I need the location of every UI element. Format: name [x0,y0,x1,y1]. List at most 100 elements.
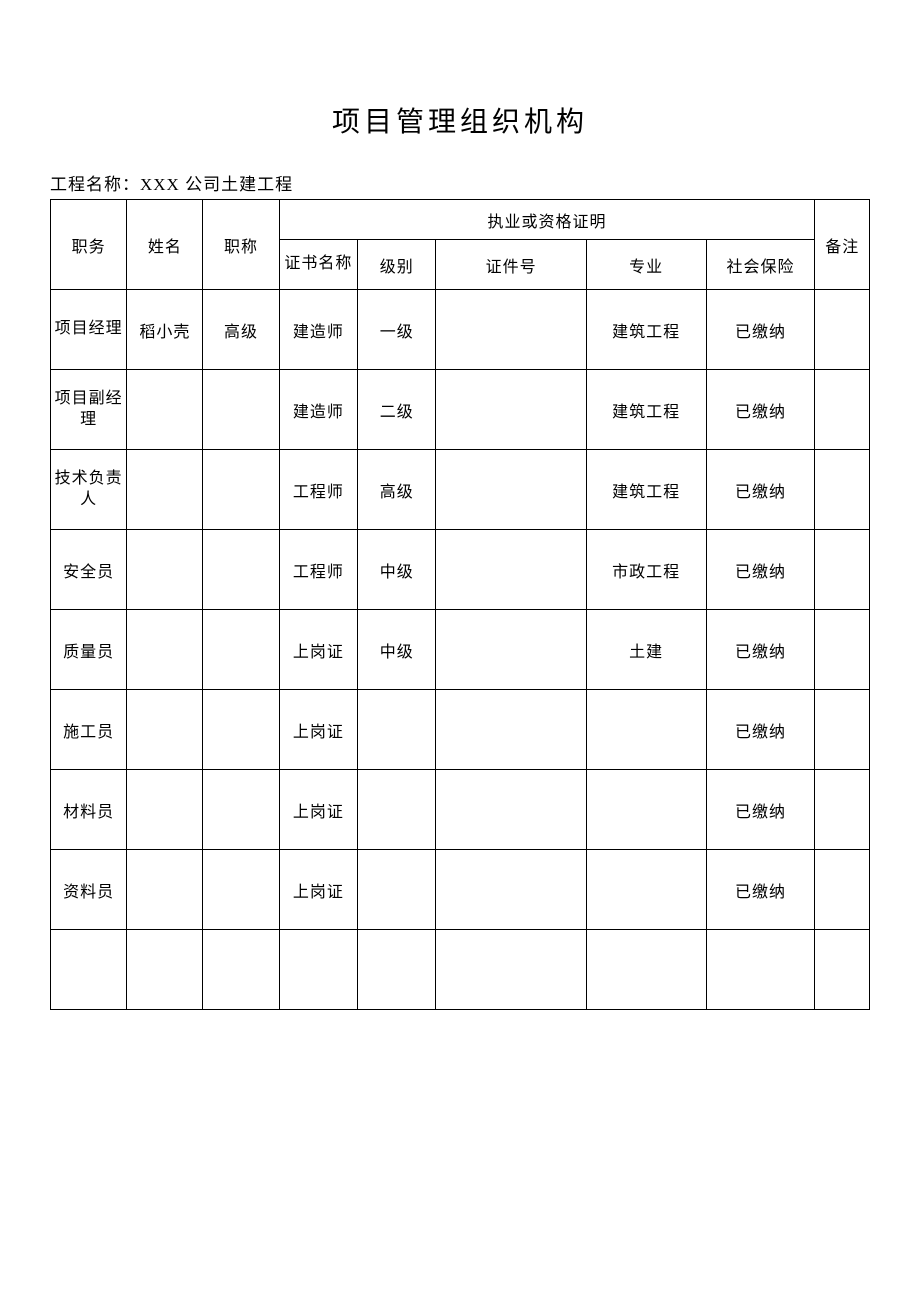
header-insurance: 社会保险 [706,240,815,290]
cell-cert-no [436,850,586,930]
cell-level: 中级 [358,530,436,610]
header-title: 职称 [203,200,279,290]
cell-major: 建筑工程 [586,290,706,370]
cell-remark [815,290,870,370]
cell-position: 项目副经理 [51,370,127,450]
cell-cert-name: 上岗证 [279,770,357,850]
cell-remark [815,690,870,770]
table-row: 资料员 上岗证 已缴纳 [51,850,870,930]
cell-cert-no [436,610,586,690]
cell-title [203,770,279,850]
cell-position: 施工员 [51,690,127,770]
header-remark: 备注 [815,200,870,290]
cell-level: 中级 [358,610,436,690]
cell-name [127,530,203,610]
cell-position: 资料员 [51,850,127,930]
cell-insurance: 已缴纳 [706,450,815,530]
cell-title [203,370,279,450]
cell-cert-no [436,290,586,370]
header-name: 姓名 [127,200,203,290]
cell-level: 一级 [358,290,436,370]
cell-position: 质量员 [51,610,127,690]
cell-name [127,770,203,850]
cell-remark [815,770,870,850]
cell-cert-name: 上岗证 [279,850,357,930]
cell-name [127,610,203,690]
cell-remark [815,530,870,610]
cell-level [358,850,436,930]
cell-remark [815,850,870,930]
cell-cert-name: 建造师 [279,370,357,450]
cell-insurance: 已缴纳 [706,290,815,370]
cell-major [586,930,706,1010]
cell-name [127,850,203,930]
cell-remark [815,930,870,1010]
table-row: 材料员 上岗证 已缴纳 [51,770,870,850]
cell-major [586,850,706,930]
cell-title [203,930,279,1010]
cell-cert-no [436,370,586,450]
organization-table: 职务 姓名 职称 执业或资格证明 备注 证书名称 级别 证件号 专业 社会保险 … [50,199,870,1010]
cell-cert-no [436,450,586,530]
cell-title [203,450,279,530]
cell-title [203,530,279,610]
cell-major: 建筑工程 [586,370,706,450]
cell-major [586,770,706,850]
table-row [51,930,870,1010]
project-name-label: 工程名称：XXX 公司土建工程 [50,170,870,195]
cell-position: 材料员 [51,770,127,850]
cell-title [203,690,279,770]
cell-name [127,930,203,1010]
cell-insurance: 已缴纳 [706,610,815,690]
cell-name [127,370,203,450]
document-title: 项目管理组织机构 [50,100,870,140]
header-position: 职务 [51,200,127,290]
table-row: 安全员 工程师 中级 市政工程 已缴纳 [51,530,870,610]
cell-cert-no [436,770,586,850]
cell-remark [815,610,870,690]
cell-remark [815,370,870,450]
cell-level [358,930,436,1010]
cell-position: 安全员 [51,530,127,610]
header-level: 级别 [358,240,436,290]
cell-cert-name [279,930,357,1010]
cell-major: 建筑工程 [586,450,706,530]
cell-cert-name: 上岗证 [279,610,357,690]
cell-cert-name: 工程师 [279,450,357,530]
cell-insurance: 已缴纳 [706,370,815,450]
cell-major: 土建 [586,610,706,690]
cell-name [127,450,203,530]
cell-position: 技术负责人 [51,450,127,530]
header-cert-name: 证书名称 [279,240,357,290]
table-row: 项目副经理 建造师 二级 建筑工程 已缴纳 [51,370,870,450]
cell-insurance: 已缴纳 [706,530,815,610]
cell-cert-no [436,930,586,1010]
cell-insurance [706,930,815,1010]
cell-remark [815,450,870,530]
cell-position [51,930,127,1010]
cell-level: 高级 [358,450,436,530]
cell-name [127,690,203,770]
cell-insurance: 已缴纳 [706,690,815,770]
cell-cert-name: 工程师 [279,530,357,610]
cell-cert-no [436,690,586,770]
cell-title: 高级 [203,290,279,370]
table-row: 技术负责人 工程师 高级 建筑工程 已缴纳 [51,450,870,530]
table-row: 质量员 上岗证 中级 土建 已缴纳 [51,610,870,690]
cell-title [203,610,279,690]
cell-position: 项目经理 [51,290,127,370]
header-cert-no: 证件号 [436,240,586,290]
table-header-row-1: 职务 姓名 职称 执业或资格证明 备注 [51,200,870,240]
cell-cert-name: 建造师 [279,290,357,370]
header-major: 专业 [586,240,706,290]
cell-major [586,690,706,770]
cell-insurance: 已缴纳 [706,770,815,850]
table-row: 施工员 上岗证 已缴纳 [51,690,870,770]
cell-name: 稻小壳 [127,290,203,370]
cell-major: 市政工程 [586,530,706,610]
table-body: 项目经理 稻小壳 高级 建造师 一级 建筑工程 已缴纳 项目副经理 建造师 二级… [51,290,870,1010]
header-qualification-group: 执业或资格证明 [279,200,815,240]
cell-level: 二级 [358,370,436,450]
cell-cert-name: 上岗证 [279,690,357,770]
table-row: 项目经理 稻小壳 高级 建造师 一级 建筑工程 已缴纳 [51,290,870,370]
